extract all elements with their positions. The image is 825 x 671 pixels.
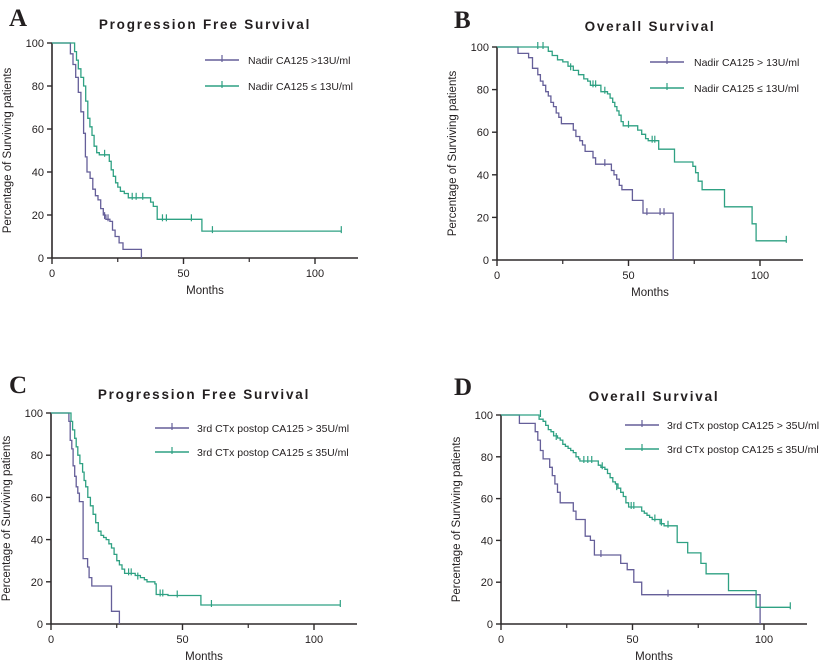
y-tick-label-60: 60 <box>481 494 493 506</box>
chart-title: Overall Survival <box>585 19 716 34</box>
y-tick-label-40: 40 <box>32 167 44 179</box>
survival-curve-series-2 <box>497 46 787 242</box>
survival-curve-series-1 <box>52 42 143 258</box>
y-tick-label-60: 60 <box>32 124 44 136</box>
chart-title: Progression Free Survival <box>99 17 311 32</box>
x-tick-label-100: 100 <box>305 634 323 646</box>
x-tick-label-50: 50 <box>626 634 638 646</box>
panel-letter-A: A <box>9 5 27 32</box>
panel-c-progression-free-survival-chart: C Progression Free Survival 0 20 40 60 80 100 0 5… <box>1 372 357 663</box>
chart-title: Overall Survival <box>589 389 720 404</box>
legend-label-series-2: 3rd CTx postop CA125 ≤ 35U/ml <box>197 447 349 459</box>
survival-curve-series-1 <box>501 414 761 624</box>
legend-label-series-2: 3rd CTx postop CA125 ≤ 35U/ml <box>667 444 819 456</box>
x-axis-label: Months <box>635 651 673 663</box>
y-tick-label-0: 0 <box>38 253 44 265</box>
survival-curve-series-2 <box>52 42 342 232</box>
y-tick-label-60: 60 <box>31 492 43 504</box>
x-tick-label-0: 0 <box>49 268 55 280</box>
panel-b-overall-survival-chart: B Overall Survival 0 20 40 60 80 100 0 50 100 Month… <box>447 7 803 299</box>
y-tick-label-100: 100 <box>475 410 493 422</box>
x-tick-label-100: 100 <box>755 634 773 646</box>
x-tick-label-100: 100 <box>751 270 769 282</box>
x-axis-label: Months <box>186 285 224 297</box>
y-tick-label-80: 80 <box>481 452 493 464</box>
y-tick-label-80: 80 <box>31 450 43 462</box>
y-tick-label-40: 40 <box>31 535 43 547</box>
y-tick-label-0: 0 <box>487 619 493 631</box>
y-tick-label-80: 80 <box>477 85 489 97</box>
y-tick-label-80: 80 <box>32 81 44 93</box>
x-tick-label-50: 50 <box>177 268 189 280</box>
chart-title: Progression Free Survival <box>98 387 310 402</box>
panel-d-overall-survival-chart: D Overall Survival 0 20 40 60 80 100 0 50 100 Month… <box>451 374 819 663</box>
x-tick-label-0: 0 <box>498 634 504 646</box>
survival-curve-series-2 <box>501 414 791 608</box>
x-tick-label-0: 0 <box>48 634 54 646</box>
legend-label-series-2: Nadir CA125 ≤ 13U/ml <box>248 81 353 93</box>
y-tick-label-0: 0 <box>483 255 489 267</box>
x-tick-label-100: 100 <box>306 268 324 280</box>
survival-curve-series-1 <box>51 412 121 624</box>
y-tick-label-100: 100 <box>25 408 43 420</box>
legend-label-series-2: Nadir CA125 ≤ 13U/ml <box>694 83 799 95</box>
panel-a-progression-free-survival-chart: A Progression Free Survival 0 20 40 60 80 100 0 5… <box>2 5 358 297</box>
y-tick-label-0: 0 <box>37 619 43 631</box>
panel-letter-C: C <box>9 372 27 399</box>
survival-curve-series-2 <box>51 412 341 606</box>
survival-curve-series-1 <box>497 46 674 260</box>
x-tick-label-50: 50 <box>176 634 188 646</box>
legend-label-series-1: 3rd CTx postop CA125 > 35U/ml <box>197 423 349 435</box>
y-axis-label: Percentage of Surviving patients <box>2 67 14 233</box>
y-tick-label-100: 100 <box>471 42 489 54</box>
y-tick-label-20: 20 <box>31 577 43 589</box>
panel-letter-B: B <box>454 7 471 34</box>
legend-label-series-1: Nadir CA125 >13U/ml <box>248 55 350 67</box>
x-tick-label-50: 50 <box>622 270 634 282</box>
y-tick-label-20: 20 <box>481 577 493 589</box>
x-axis-label: Months <box>631 287 669 299</box>
y-tick-label-40: 40 <box>477 170 489 182</box>
y-axis-label: Percentage of Surviving patients <box>1 435 13 601</box>
x-tick-label-0: 0 <box>494 270 500 282</box>
legend-label-series-1: 3rd CTx postop CA125 > 35U/ml <box>667 420 819 432</box>
y-tick-label-20: 20 <box>32 210 44 222</box>
panel-letter-D: D <box>454 374 472 401</box>
legend-label-series-1: Nadir CA125 > 13U/ml <box>694 57 799 69</box>
y-tick-label-40: 40 <box>481 535 493 547</box>
y-axis-label: Percentage of Surviving patients <box>451 436 463 602</box>
y-tick-label-60: 60 <box>477 127 489 139</box>
y-axis-label: Percentage of Surviving patients <box>447 70 459 236</box>
x-axis-label: Months <box>185 651 223 663</box>
y-tick-label-20: 20 <box>477 212 489 224</box>
y-tick-label-100: 100 <box>26 38 44 50</box>
